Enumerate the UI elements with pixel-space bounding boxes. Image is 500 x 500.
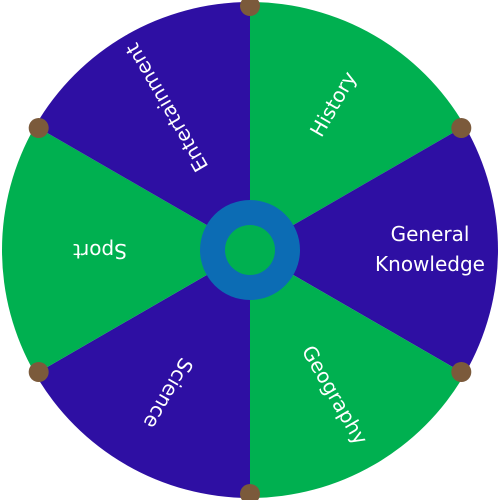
wheel-label-sport: Sport: [73, 240, 127, 264]
wheel-segment-sport: [1, 126, 250, 374]
wheel-peg: [28, 118, 49, 138]
wheel-pegs: [28, 0, 472, 500]
wheel-peg: [240, 484, 260, 500]
wheel-segment-history: [250, 2, 465, 250]
wheel-peg: [451, 362, 472, 382]
wheel-segment-entertainment: [35, 2, 250, 250]
hub-center[interactable]: [225, 225, 275, 275]
wheel-hub[interactable]: [200, 200, 300, 300]
wheel-peg: [451, 118, 472, 138]
wheel-label-group-general-knowledge: General Knowledge: [375, 222, 485, 276]
wheel-segment-geography: [250, 250, 465, 498]
wheel-segment-science: [35, 250, 250, 498]
wheel-segment-general-knowledge: [250, 126, 498, 374]
wheel-label-general-knowledge: General Knowledge: [375, 222, 485, 276]
wheel-peg: [28, 362, 49, 382]
wheel-label-group-sport: Sport: [73, 240, 127, 264]
wheel-peg: [240, 0, 260, 16]
